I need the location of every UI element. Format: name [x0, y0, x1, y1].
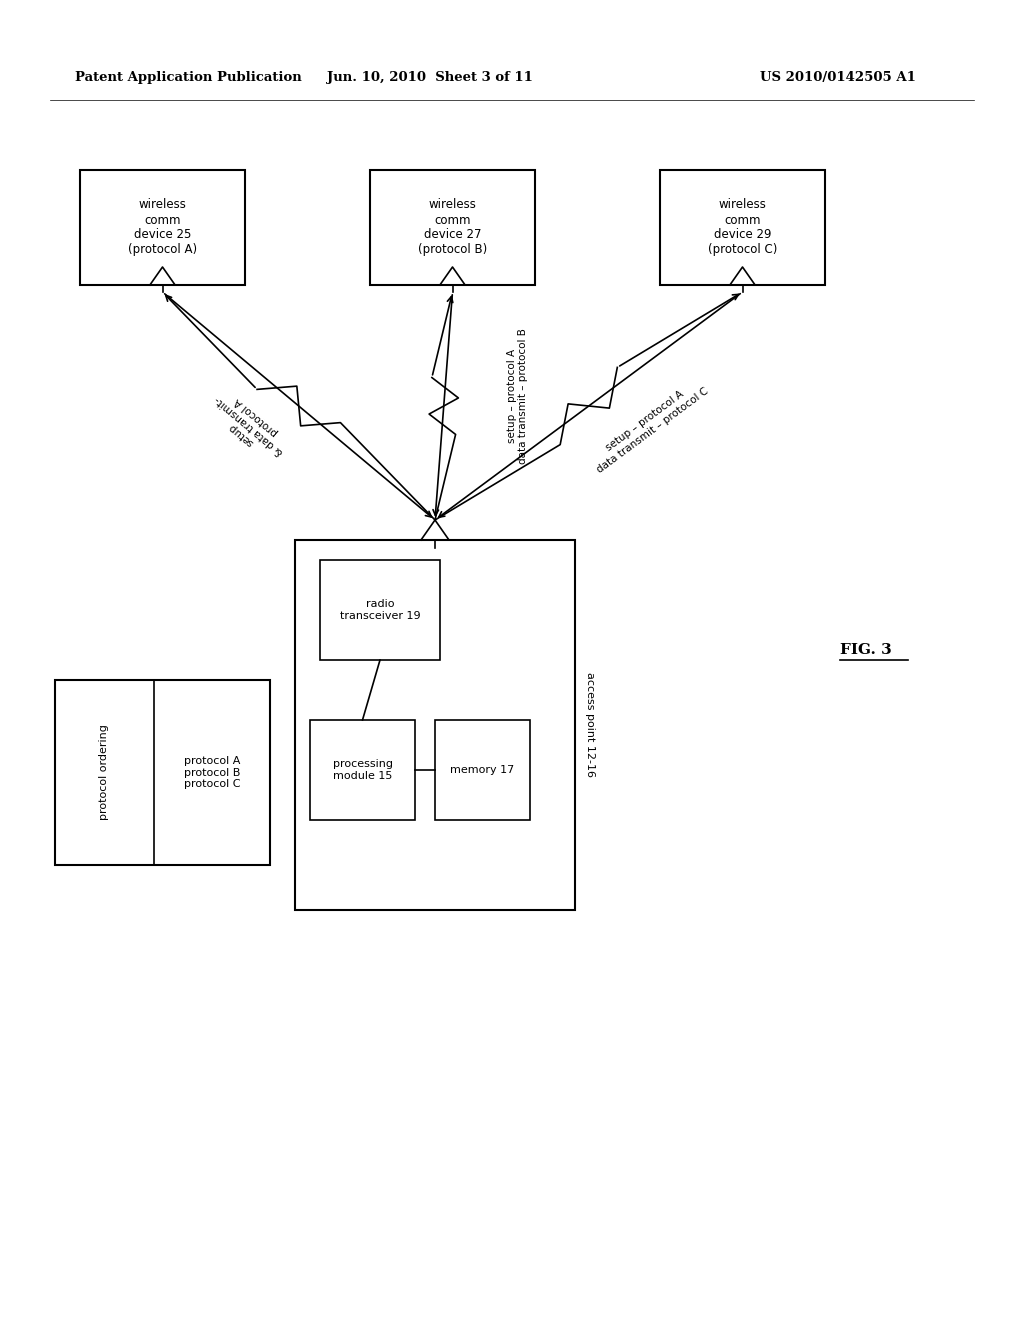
Text: FIG. 3: FIG. 3: [840, 643, 892, 657]
Bar: [295, 540, 575, 909]
Text: Patent Application Publication: Patent Application Publication: [75, 71, 302, 84]
Text: protocol A
protocol B
protocol C: protocol A protocol B protocol C: [183, 756, 241, 789]
Text: memory 17: memory 17: [451, 766, 515, 775]
Text: Jun. 10, 2010  Sheet 3 of 11: Jun. 10, 2010 Sheet 3 of 11: [327, 71, 532, 84]
Text: wireless
comm
device 25
(protocol A): wireless comm device 25 (protocol A): [128, 198, 197, 256]
Text: protocol ordering: protocol ordering: [99, 725, 110, 821]
Bar: [310, 719, 415, 820]
Text: setup
& data transmit-
protocol A: setup & data transmit- protocol A: [205, 385, 293, 466]
Text: access point 12-16: access point 12-16: [585, 672, 595, 777]
Bar: [660, 170, 825, 285]
Text: US 2010/0142505 A1: US 2010/0142505 A1: [760, 71, 915, 84]
Text: setup – protocol A
data transmit – protocol B: setup – protocol A data transmit – proto…: [507, 329, 528, 463]
Text: radio
transceiver 19: radio transceiver 19: [340, 599, 420, 620]
Bar: [435, 719, 530, 820]
Bar: [55, 680, 270, 865]
Text: wireless
comm
device 27
(protocol B): wireless comm device 27 (protocol B): [418, 198, 487, 256]
Bar: [370, 170, 535, 285]
Text: setup – protocol A
data transmit – protocol C: setup – protocol A data transmit – proto…: [588, 376, 710, 475]
Text: processing
module 15: processing module 15: [333, 759, 392, 781]
Text: wireless
comm
device 29
(protocol C): wireless comm device 29 (protocol C): [708, 198, 777, 256]
Bar: [80, 170, 245, 285]
Bar: [319, 560, 440, 660]
